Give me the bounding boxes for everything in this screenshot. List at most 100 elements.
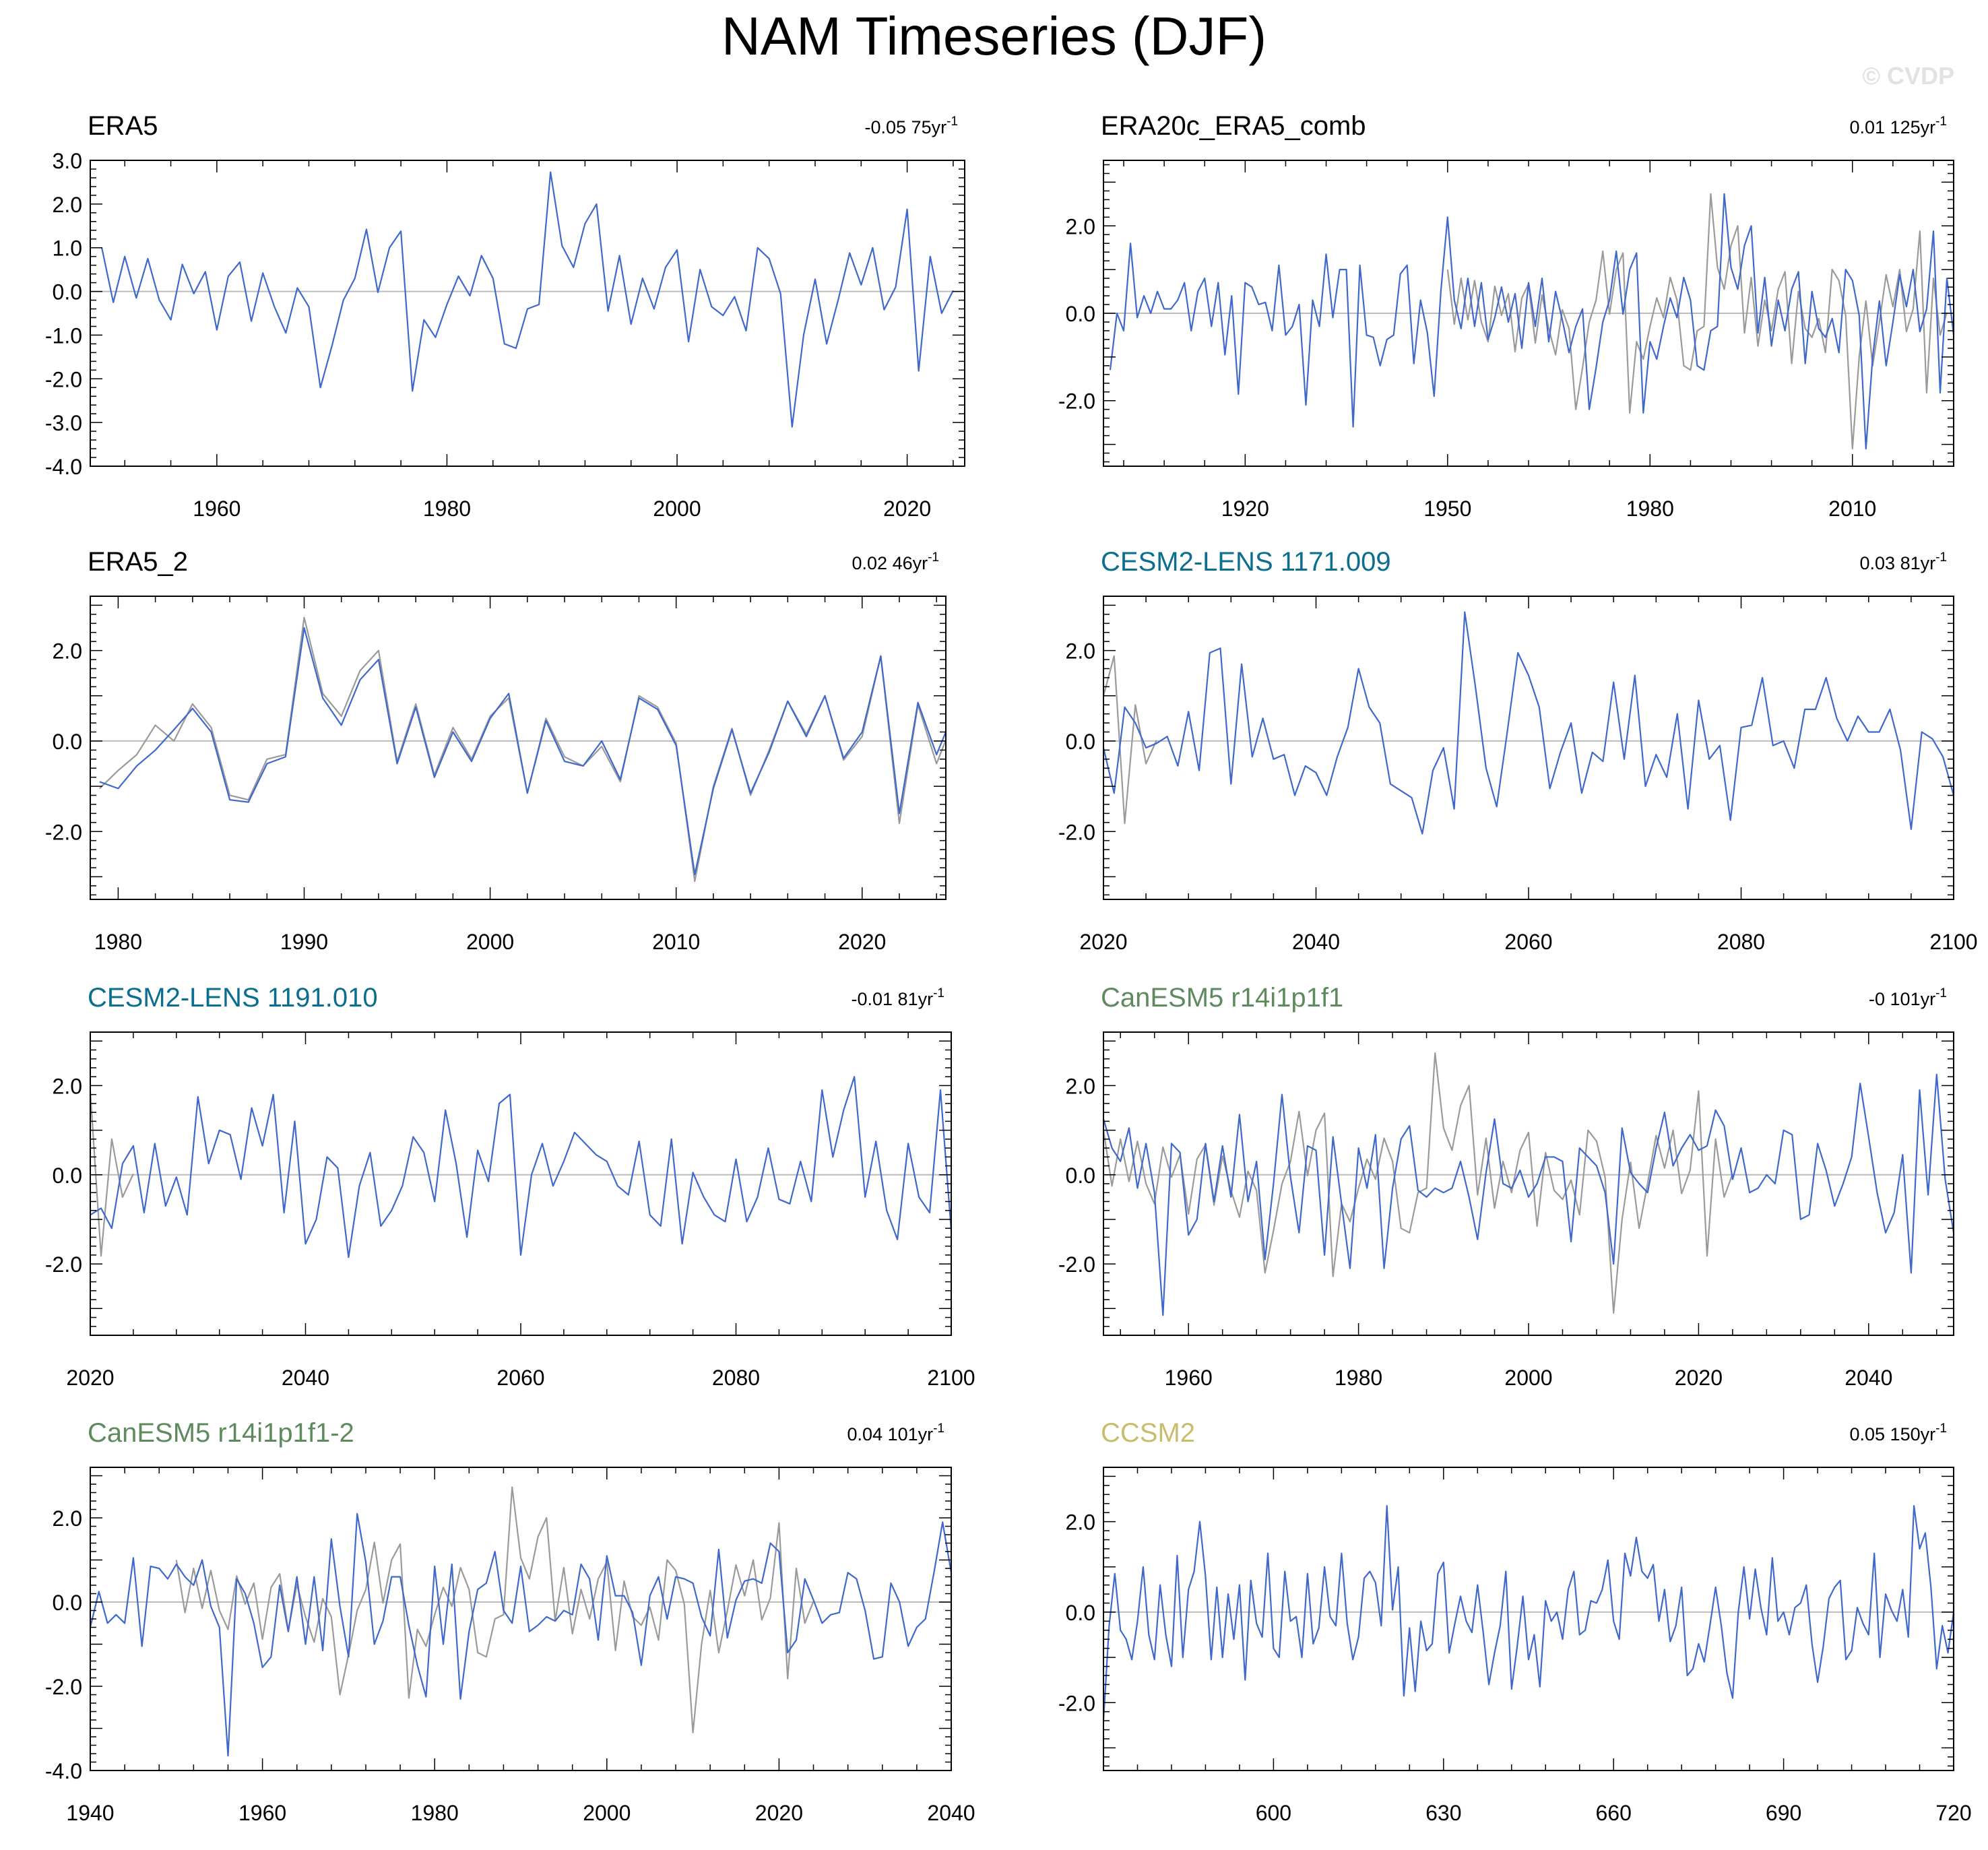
main-series-line [101,171,954,428]
x-tick-label: 2010 [1828,497,1876,521]
x-tick-label: 630 [1425,1801,1461,1825]
x-tick-label: 2060 [1504,930,1552,954]
x-tick-label: 2060 [496,1366,544,1390]
x-tick-label: 600 [1256,1801,1291,1825]
x-tick-label: 2100 [1929,930,1977,954]
y-tick-label: 2.0 [53,1074,82,1098]
y-tick-label: 0.0 [53,730,82,754]
x-tick-label: 2040 [1292,930,1340,954]
plot-frame [90,160,965,467]
chart-panel-7: CanESM5 r14i1p1f1-2 0.04 101yr-1 2.0 0.0 -2.… [45,1418,975,1825]
x-tick-label: 2000 [466,930,514,954]
trend-label: -0 101yr-1 [1869,986,1947,1009]
x-tick-label: 2020 [66,1366,114,1390]
y-tick-label: 2.0 [53,639,82,664]
plot-frame [1103,1031,1954,1336]
chart-panel-4: CESM2-LENS 1171.009 0.03 81yr-1 2.0 0.0 -2.0… [1058,547,1978,954]
x-tick-label: 1960 [193,497,241,521]
x-tick-label: 1980 [411,1801,459,1825]
y-tick-label: 2.0 [1066,639,1095,664]
x-tick-label: 1940 [66,1801,114,1825]
panel-title: ERA5 [88,111,158,141]
x-tick-label: 2000 [653,497,701,521]
x-tick-label: 2020 [883,497,931,521]
panel-title: ERA20c_ERA5_comb [1101,111,1366,141]
y-tick-label: 3.0 [53,149,82,173]
y-tick-label: -2.0 [45,820,82,844]
x-tick-label: 2010 [652,930,700,954]
x-tick-label: 1980 [1335,1366,1382,1390]
x-tick-label: 2080 [1717,930,1765,954]
y-tick-label: -2.0 [45,367,82,391]
y-tick-label: -2.0 [1058,1691,1095,1715]
trend-label: -0.01 81yr-1 [852,986,944,1009]
y-tick-label: -1.0 [45,323,82,348]
panel-title: CCSM2 [1101,1418,1195,1448]
x-tick-label: 2040 [282,1366,329,1390]
main-series-line [1102,1505,1955,1740]
x-tick-label: 1990 [280,930,328,954]
main-series-line [90,1076,953,1258]
trend-label: 0.01 125yr-1 [1850,115,1948,137]
y-tick-label: -3.0 [45,411,82,435]
y-tick-label: 2.0 [1066,1510,1095,1535]
chart-panel-8: CCSM2 0.05 150yr-1 2.0 0.0 -2.0 600 630 660 690 7… [1058,1418,1972,1825]
x-tick-label: 660 [1596,1801,1632,1825]
y-tick-label: 2.0 [1066,214,1095,238]
y-tick-label: 0.0 [1066,1163,1095,1188]
chart-panel-6: CanESM5 r14i1p1f1 -0 101yr-1 2.0 0.0 -2.0 196… [1058,983,1955,1390]
y-tick-label: -4.0 [45,455,82,479]
x-tick-label: 1980 [1626,497,1674,521]
y-tick-label: -2.0 [45,1675,82,1699]
x-tick-label: 690 [1766,1801,1801,1825]
x-tick-label: 2040 [927,1801,975,1825]
panel-title: CanESM5 r14i1p1f1 [1101,983,1343,1013]
y-tick-label: 0.0 [1066,302,1095,326]
plot-frame [1103,596,1954,900]
panel-title: ERA5_2 [88,547,188,577]
reference-series-line [1102,655,1157,825]
trend-label: -0.05 75yr-1 [865,115,958,137]
chart-panel-1: ERA5 -0.05 75yr-1 3.0 2.0 1.0 0.0 -1.0 -2.0 -3.0… [45,111,965,521]
trend-label: 0.04 101yr-1 [847,1422,945,1444]
cvdp-credit: © CVDP [1862,62,1954,90]
chart-panel-3: ERA5_2 0.02 46yr-1 2.0 0.0 -2.0 1980 1990 2000 2… [45,547,947,954]
trend-label: 0.02 46yr-1 [852,550,939,573]
y-tick-label: 2.0 [53,193,82,217]
y-tick-label: 0.0 [1066,1601,1095,1625]
y-tick-label: 0.0 [53,1591,82,1615]
plot-frame [1103,1467,1954,1771]
x-tick-label: 2020 [755,1801,803,1825]
x-tick-label: 2100 [927,1366,975,1390]
x-tick-label: 2040 [1845,1366,1892,1390]
chart-panel-2: ERA20c_ERA5_comb 0.01 125yr-1 2.0 0.0 -2.0 19… [1058,111,1955,521]
y-tick-label: -4.0 [45,1759,82,1783]
main-series-line [1109,193,1955,450]
reference-series-line [175,1486,814,1733]
y-tick-label: 0.0 [53,280,82,305]
reference-series-line [1446,193,1948,450]
main-series-line [99,627,947,876]
y-tick-label: 0.0 [1066,730,1095,754]
x-tick-label: 2000 [1504,1366,1552,1390]
x-tick-label: 2020 [1675,1366,1723,1390]
x-tick-label: 1960 [1165,1366,1213,1390]
x-tick-label: 1980 [423,497,471,521]
plot-frame [90,1467,952,1771]
y-tick-label: 0.0 [53,1163,82,1188]
x-tick-label: 2020 [1079,930,1127,954]
y-tick-label: 2.0 [1066,1074,1095,1098]
y-tick-label: 2.0 [53,1506,82,1531]
trend-label: 0.03 81yr-1 [1860,550,1947,573]
y-tick-label: 1.0 [53,236,82,261]
x-tick-label: 1960 [238,1801,286,1825]
plot-frame [90,1031,952,1336]
y-tick-label: -2.0 [45,1252,82,1277]
x-tick-label: 2020 [838,930,886,954]
main-series-line [1102,611,1955,835]
panel-title: CESM2-LENS 1191.010 [88,983,378,1013]
reference-series-line [89,1090,134,1257]
plot-frame [90,596,947,900]
trend-label: 0.05 150yr-1 [1850,1422,1948,1444]
